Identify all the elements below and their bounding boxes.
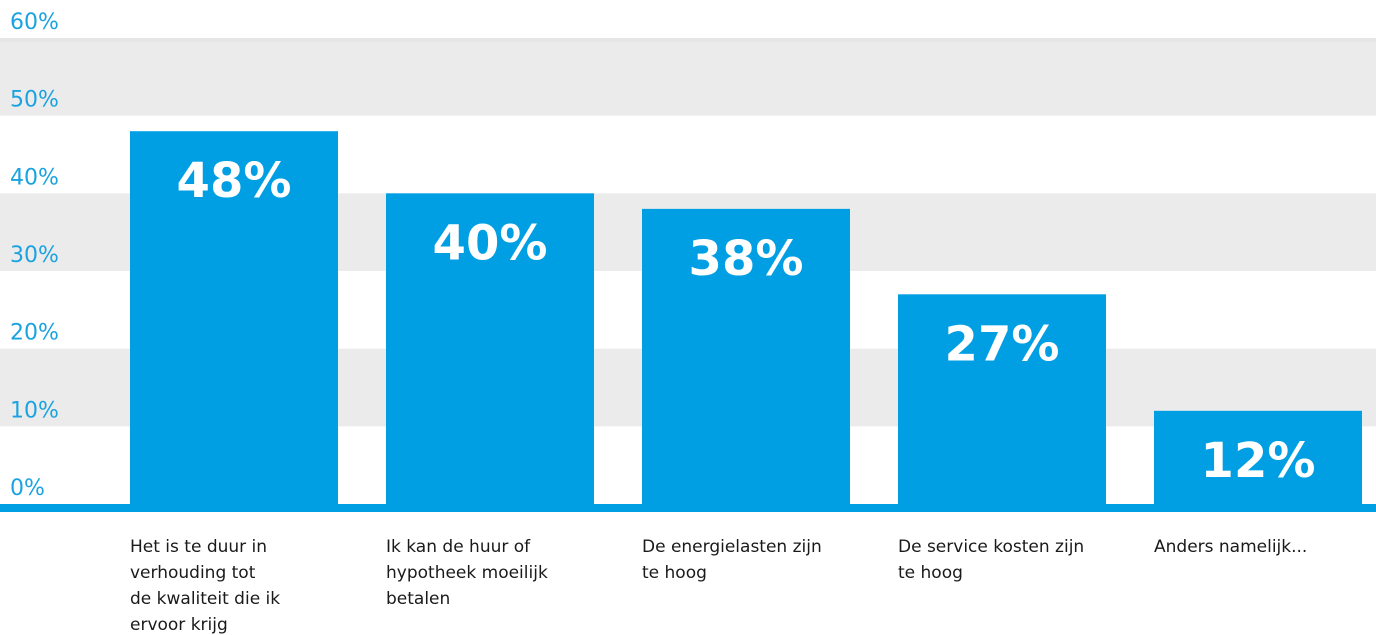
category-labels: Het is te duur in verhouding tot de kwalit… [130,537,1307,635]
y-tick-label: 10% [10,398,59,423]
x-axis-baseline [0,504,1376,512]
data-label: 40% [433,215,548,271]
y-tick-label: 40% [10,165,59,190]
data-label: 12% [1201,433,1316,489]
data-label: 27% [945,316,1060,372]
data-labels: 48% 40% 38% 27% 12% [177,153,1316,489]
grid-band [0,38,1376,116]
category-label: Het is te duur in verhouding tot de kwalit… [130,537,280,635]
bar [1154,410,1362,504]
bar [898,294,1106,504]
category-label: De energielasten zijn te hoog [642,537,822,583]
y-tick-label: 50% [10,88,59,113]
y-tick-label: 0% [10,476,45,501]
bar [386,193,594,505]
category-label: Anders namelijk... [1154,537,1307,557]
data-label: 48% [177,153,292,209]
baseline [0,504,1376,512]
top-gridline [0,38,1376,42]
category-label: Ik kan de huur of hypotheek moeilijk betal… [386,537,548,609]
bars [130,131,1362,505]
y-tick-label: 60% [10,10,59,35]
category-label: De service kosten zijn te hoog [898,537,1084,583]
bar [130,131,338,504]
y-tick-label: 30% [10,243,59,268]
y-tick-label: 20% [10,321,59,346]
y-axis-ticks: 0% 10% 20% 30% 40% 50% 60% [10,10,59,501]
data-label: 38% [689,231,804,287]
bar [642,208,850,504]
